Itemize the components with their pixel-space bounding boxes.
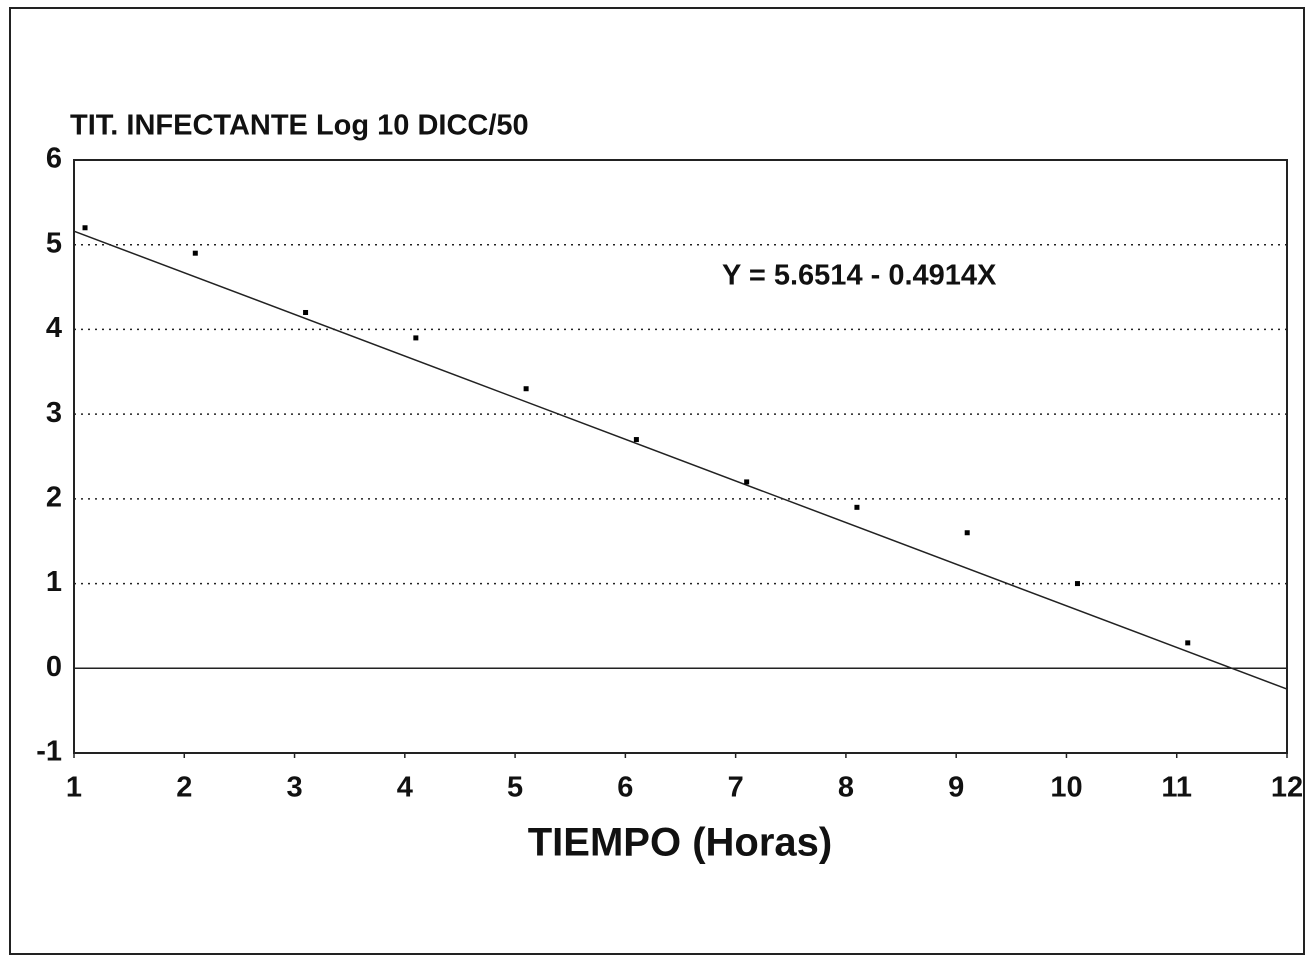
x-tick-label: 6	[617, 772, 633, 804]
y-tick-label: 2	[46, 482, 62, 514]
data-point	[854, 504, 860, 510]
x-tick-label: 1	[66, 772, 82, 804]
y-tick-label: 4	[46, 312, 62, 344]
x-tick-label: 12	[1271, 772, 1303, 804]
x-tick-label: 11	[1161, 772, 1192, 804]
y-tick-label: 5	[46, 227, 62, 259]
data-point	[523, 386, 529, 392]
x-tick-label: 3	[286, 772, 302, 804]
x-tick-label: 8	[838, 772, 854, 804]
data-point	[82, 225, 88, 231]
x-tick-label: 7	[728, 772, 744, 804]
plot-area	[73, 159, 1288, 754]
x-tick-label: 5	[507, 772, 523, 804]
x-tick-label: 4	[397, 772, 413, 804]
y-tick-label: 6	[46, 143, 62, 175]
y-tick-label: 0	[46, 651, 62, 683]
chart-title: TIT. INFECTANTE Log 10 DICC/50	[70, 110, 529, 142]
data-point	[192, 250, 198, 256]
data-point	[413, 335, 419, 341]
data-point	[303, 309, 309, 315]
y-tick-label: -1	[36, 736, 62, 768]
trendline-label: Y = 5.6514 - 0.4914X	[722, 260, 997, 292]
data-point	[1185, 640, 1191, 646]
y-tick-label: 3	[46, 397, 62, 429]
x-tick-label: 2	[176, 772, 192, 804]
data-point	[1074, 581, 1080, 587]
x-tick-label: 10	[1050, 772, 1082, 804]
y-tick-label: 1	[46, 566, 62, 598]
data-point	[964, 530, 970, 536]
data-point	[633, 437, 639, 443]
x-axis-label: TIEMPO (Horas)	[528, 821, 832, 865]
frame	[9, 7, 1305, 955]
data-point	[744, 479, 750, 485]
trendline	[73, 230, 1288, 690]
x-tick-label: 9	[948, 772, 964, 804]
